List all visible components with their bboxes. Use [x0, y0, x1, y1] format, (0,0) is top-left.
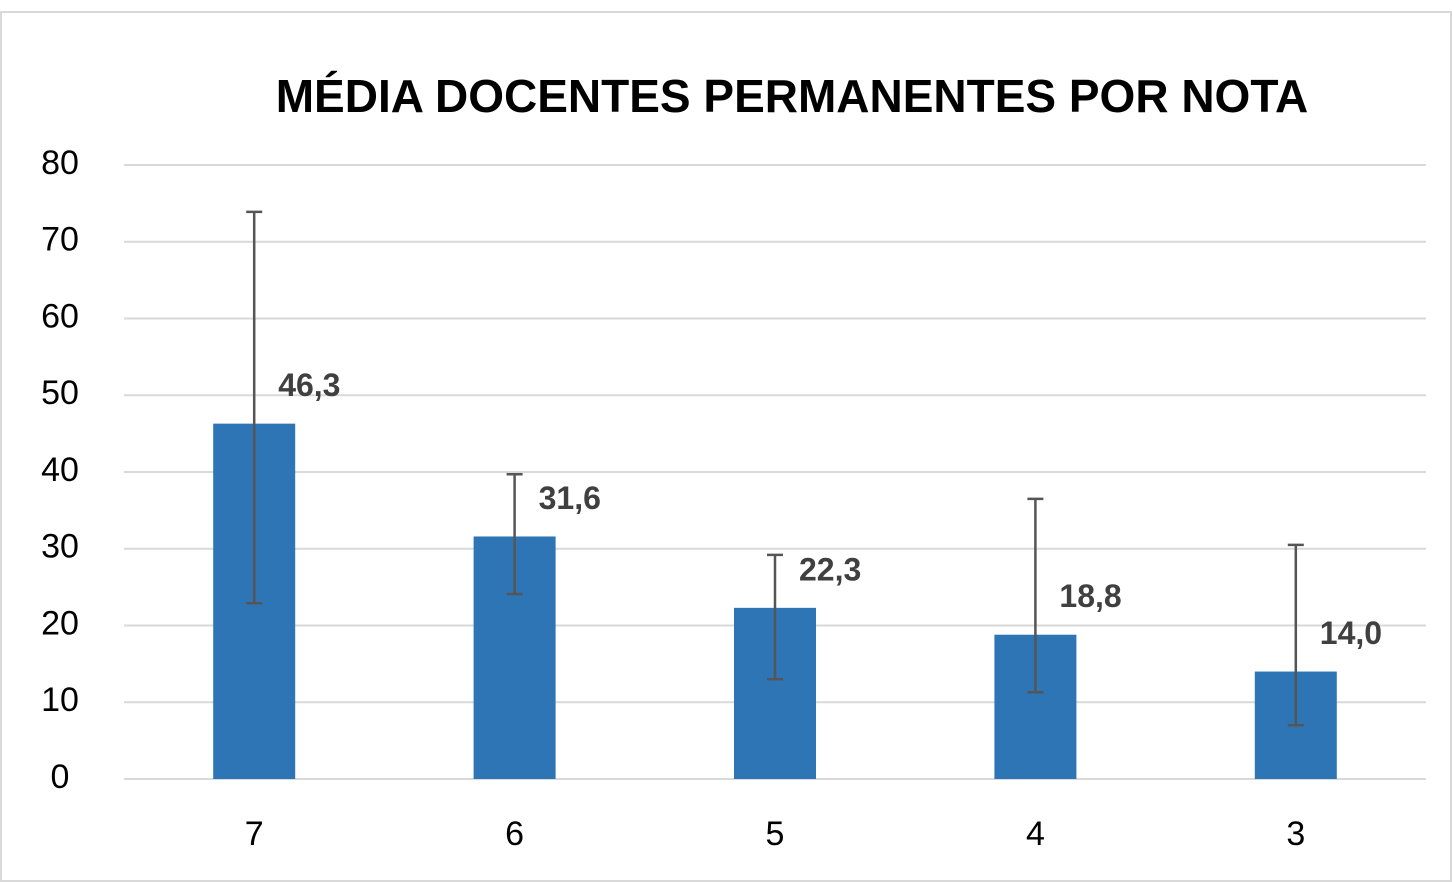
y-tick-label: 70 — [41, 221, 79, 259]
chart-title: MÉDIA DOCENTES PERMANENTES POR NOTA — [276, 70, 1309, 122]
data-label: 31,6 — [539, 480, 601, 516]
y-tick-label: 40 — [41, 451, 79, 489]
y-tick-label: 60 — [41, 297, 79, 335]
y-tick-label: 80 — [41, 144, 79, 182]
data-label: 18,8 — [1059, 578, 1121, 614]
y-tick-label: 20 — [41, 604, 79, 642]
data-label: 46,3 — [278, 367, 340, 403]
data-label: 22,3 — [799, 551, 861, 587]
y-tick-label: 10 — [41, 681, 79, 719]
x-tick-label: 3 — [1286, 815, 1305, 853]
x-tick-label: 7 — [245, 815, 264, 853]
data-label: 14,0 — [1320, 615, 1382, 651]
x-tick-label: 4 — [1026, 815, 1045, 853]
y-tick-label: 50 — [41, 374, 79, 412]
y-tick-label: 30 — [41, 528, 79, 566]
x-tick-label: 6 — [505, 815, 524, 853]
x-tick-label: 5 — [766, 815, 785, 853]
y-tick-label: 0 — [51, 758, 70, 796]
